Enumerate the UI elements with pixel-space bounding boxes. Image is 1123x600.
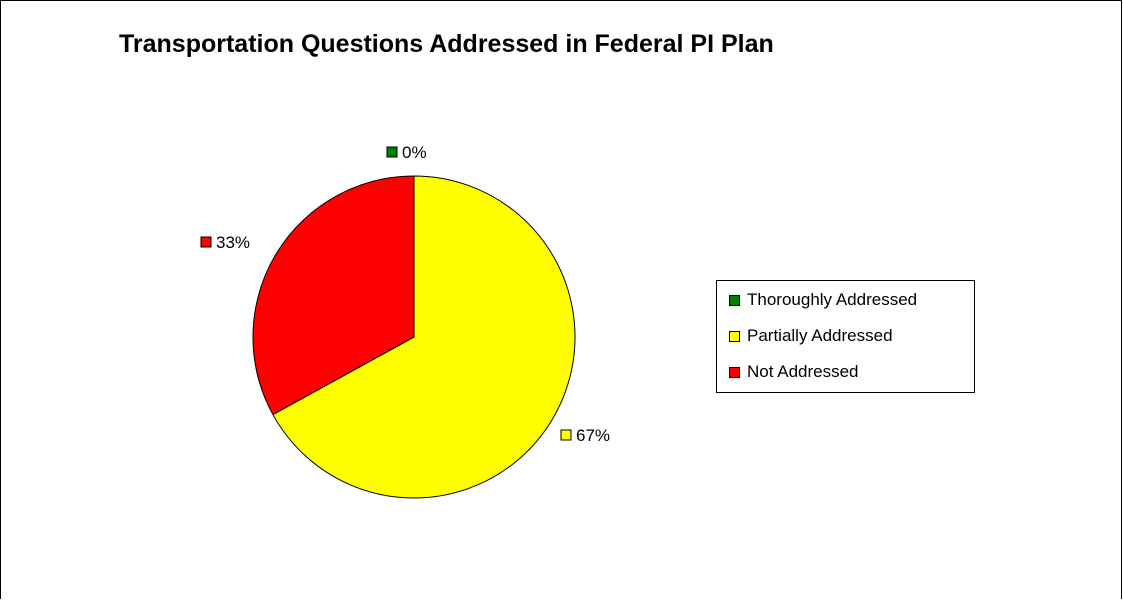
legend: Thoroughly Addressed Partially Addressed… [716,280,975,393]
data-label-thoroughly-addressed: 0% [386,143,427,162]
legend-swatch-thoroughly-addressed [729,294,740,306]
legend-item-not-addressed: Not Addressed [729,362,859,382]
legend-label-not-addressed: Not Addressed [747,362,859,381]
legend-item-thoroughly-addressed: Thoroughly Addressed [729,290,917,310]
legend-swatch-not-addressed [729,366,740,378]
data-label-text-not-addressed: 33% [216,233,250,252]
pie-slice-not-addressed [252,175,415,416]
data-label-swatch-thoroughly-addressed [386,146,398,158]
legend-swatch-partially-addressed [729,330,740,342]
legend-label-partially-addressed: Partially Addressed [747,326,893,345]
data-label-not-addressed: 33% [200,233,250,252]
data-label-swatch-partially-addressed [560,429,572,441]
pie-slice-partially-addressed [272,175,576,499]
data-label-partially-addressed: 67% [560,426,610,445]
legend-label-thoroughly-addressed: Thoroughly Addressed [747,290,918,309]
chart-title: Transportation Questions Addressed in Fe… [119,30,774,58]
data-label-text-thoroughly-addressed: 0% [402,143,427,162]
legend-item-partially-addressed: Partially Addressed [729,326,893,346]
data-label-text-partially-addressed: 67% [576,426,610,445]
data-label-swatch-not-addressed [200,236,212,248]
